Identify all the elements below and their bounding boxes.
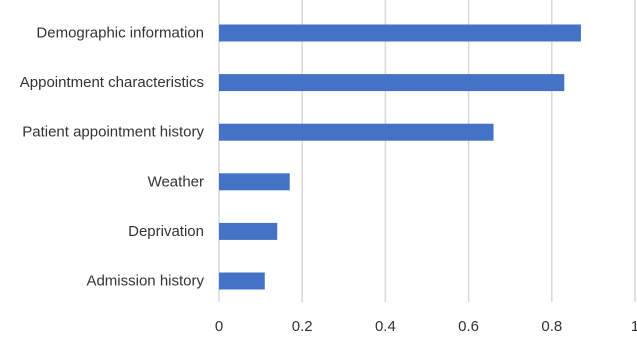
x-tick-label: 0.6 xyxy=(458,318,479,335)
x-tick-label: 0.8 xyxy=(541,318,562,335)
category-label: Demographic information xyxy=(36,25,204,42)
bar xyxy=(219,272,265,290)
x-tick-label: 0 xyxy=(215,318,223,335)
bar xyxy=(219,24,581,42)
bars xyxy=(219,24,581,290)
category-label: Patient appointment history xyxy=(22,124,204,141)
category-label: Admission history xyxy=(86,273,204,290)
bar xyxy=(219,173,290,191)
bar xyxy=(219,123,494,141)
x-tick-label: 0.4 xyxy=(375,318,396,335)
category-label: Deprivation xyxy=(128,223,204,240)
x-tick-label: 1 xyxy=(631,318,637,335)
category-label: Appointment characteristics xyxy=(20,74,204,91)
x-axis-tick-labels: 0 0.2 0.4 0.6 0.8 1 xyxy=(215,318,637,335)
category-labels: Demographic information Appointment chara… xyxy=(20,25,205,290)
gridlines xyxy=(218,0,636,302)
category-label: Weather xyxy=(148,173,204,190)
bar xyxy=(219,222,278,240)
x-tick-label: 0.2 xyxy=(292,318,313,335)
bar xyxy=(219,74,565,92)
